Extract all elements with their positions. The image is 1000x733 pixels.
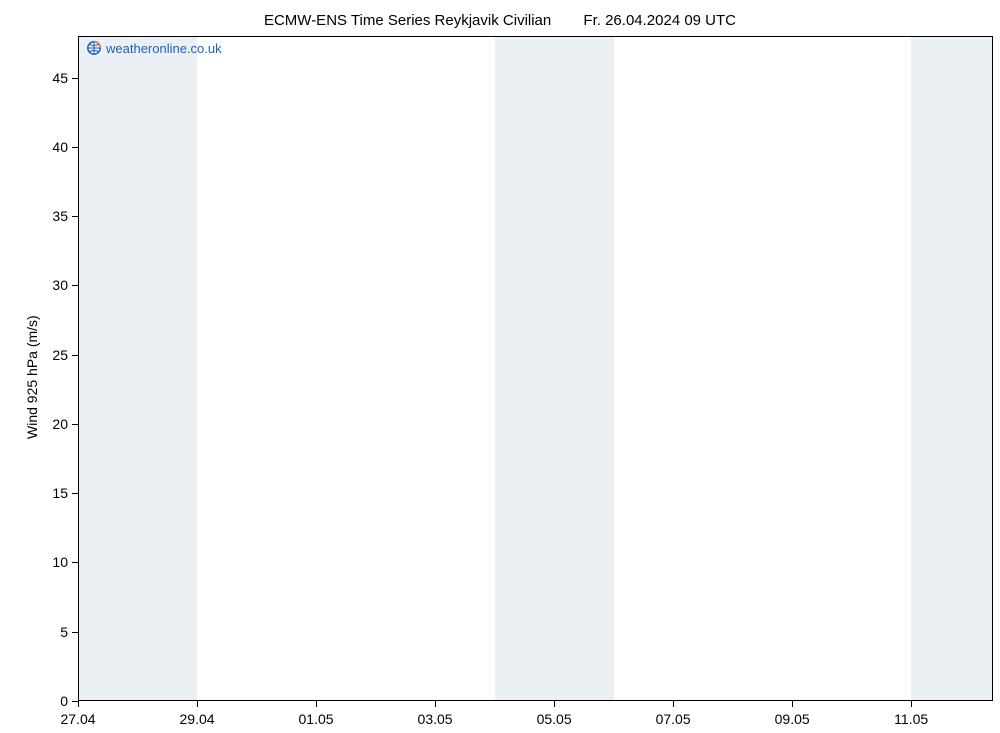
x-tick-label: 11.05 bbox=[894, 711, 928, 727]
x-tick-label: 27.04 bbox=[60, 711, 95, 727]
y-tick bbox=[72, 355, 78, 356]
x-tick bbox=[316, 701, 317, 707]
x-tick-label: 05.05 bbox=[537, 711, 572, 727]
y-tick-label: 45 bbox=[52, 70, 68, 86]
y-tick bbox=[72, 147, 78, 148]
globe-icon bbox=[86, 40, 102, 56]
x-tick-label: 07.05 bbox=[656, 711, 691, 727]
x-tick bbox=[792, 701, 793, 707]
weekend-band bbox=[911, 36, 993, 701]
x-tick-label: 01.05 bbox=[299, 711, 334, 727]
weekend-band bbox=[78, 36, 197, 701]
x-tick bbox=[673, 701, 674, 707]
y-axis-title: Wind 925 hPa (m/s) bbox=[24, 315, 40, 439]
y-tick bbox=[72, 493, 78, 494]
y-tick-label: 0 bbox=[60, 693, 68, 709]
chart-model-title: ECMW-ENS Time Series Reykjavik Civilian bbox=[264, 12, 551, 29]
y-tick-label: 40 bbox=[52, 139, 68, 155]
x-tick-label: 29.04 bbox=[179, 711, 214, 727]
y-tick-label: 30 bbox=[52, 277, 68, 293]
y-tick bbox=[72, 632, 78, 633]
y-tick-label: 15 bbox=[52, 485, 68, 501]
watermark-text: weatheronline.co.uk bbox=[106, 41, 222, 56]
y-tick bbox=[72, 285, 78, 286]
y-tick-label: 35 bbox=[52, 208, 68, 224]
chart-issued-time: Fr. 26.04.2024 09 UTC bbox=[583, 12, 736, 29]
y-tick-label: 10 bbox=[52, 554, 68, 570]
x-tick bbox=[911, 701, 912, 707]
y-tick-label: 20 bbox=[52, 416, 68, 432]
weekend-band bbox=[495, 36, 614, 701]
x-tick-label: 03.05 bbox=[418, 711, 453, 727]
y-tick bbox=[72, 562, 78, 563]
x-tick-label: 09.05 bbox=[775, 711, 810, 727]
x-tick bbox=[554, 701, 555, 707]
x-tick bbox=[78, 701, 79, 707]
chart-container: ECMW-ENS Time Series Reykjavik Civilian … bbox=[0, 0, 1000, 733]
x-tick bbox=[435, 701, 436, 707]
x-tick bbox=[197, 701, 198, 707]
watermark: weatheronline.co.uk bbox=[86, 40, 222, 56]
plot-area: 051015202530354045 27.0429.0401.0503.050… bbox=[78, 36, 993, 701]
y-tick bbox=[72, 216, 78, 217]
y-tick-label: 5 bbox=[60, 624, 68, 640]
y-tick-label: 25 bbox=[52, 347, 68, 363]
y-tick bbox=[72, 424, 78, 425]
y-tick bbox=[72, 78, 78, 79]
chart-title-bar: ECMW-ENS Time Series Reykjavik Civilian … bbox=[0, 12, 1000, 29]
